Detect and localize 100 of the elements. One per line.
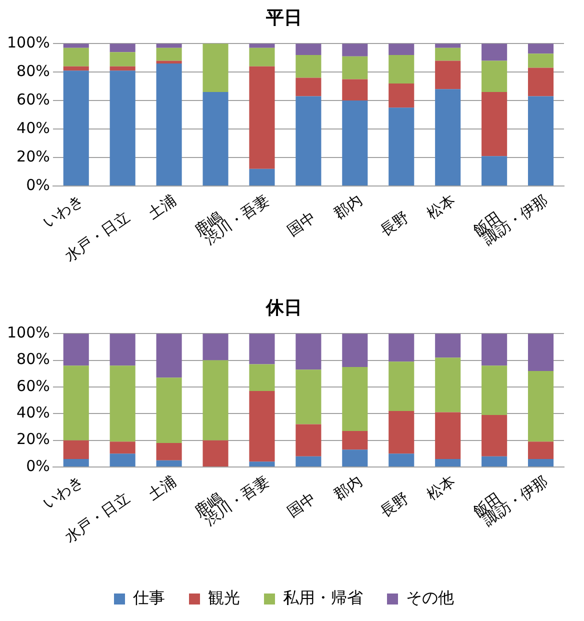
y-tick-label: 80%: [16, 350, 50, 368]
bar: [528, 54, 554, 68]
bar: [388, 83, 414, 108]
bar: [342, 334, 368, 367]
bar: [528, 458, 554, 466]
bar: [249, 390, 275, 462]
bar: [388, 454, 414, 466]
bar: [482, 414, 508, 456]
bar: [435, 358, 461, 412]
bar: [528, 68, 554, 96]
x-tick-label: 土浦: [144, 190, 180, 223]
bar: [110, 454, 136, 466]
chart-title: 休日: [265, 297, 302, 318]
bar: [110, 44, 136, 52]
bar: [63, 366, 89, 440]
legend-label: 仕事: [132, 588, 165, 608]
bar: [296, 44, 322, 55]
y-tick-label: 80%: [16, 62, 50, 80]
bar: [202, 334, 228, 360]
bar: [435, 44, 461, 48]
bar: [249, 364, 275, 391]
y-tick-label: 100%: [6, 323, 50, 342]
bar: [296, 96, 322, 186]
bar: [388, 362, 414, 411]
bar: [388, 108, 414, 186]
bar: [63, 334, 89, 366]
bar: [249, 168, 275, 186]
x-tick-label: 松本: [423, 472, 458, 504]
bar: [482, 44, 508, 61]
bar: [342, 56, 368, 80]
bar: [296, 334, 322, 370]
y-tick-label: 20%: [16, 147, 50, 166]
bar: [249, 334, 275, 364]
bar: [202, 440, 228, 466]
legend-label: 私用・帰省: [283, 588, 363, 608]
bar: [435, 458, 461, 466]
bar: [202, 360, 228, 440]
bar: [528, 442, 554, 459]
bar: [482, 92, 508, 156]
bar: [296, 370, 322, 424]
bar: [110, 52, 136, 66]
bar: [528, 370, 554, 442]
bar: [342, 430, 368, 450]
bar: [63, 70, 89, 186]
bar: [342, 366, 368, 431]
x-tick-label: 国中: [284, 208, 319, 240]
bar: [110, 334, 136, 366]
bar: [202, 92, 228, 186]
bar: [63, 48, 89, 66]
bar: [249, 462, 275, 466]
bar: [528, 334, 554, 371]
bar: [110, 66, 136, 71]
bar: [110, 366, 136, 442]
bar: [388, 410, 414, 454]
bar: [528, 44, 554, 54]
bar: [110, 442, 136, 454]
bar: [249, 66, 275, 169]
bar: [156, 44, 182, 48]
bar: [63, 458, 89, 466]
x-tick-label: 土浦: [144, 472, 180, 504]
bar: [388, 44, 414, 55]
bar: [63, 440, 89, 459]
y-tick-label: 60%: [16, 90, 50, 108]
bar: [296, 54, 322, 78]
x-tick-label: 郡内: [330, 472, 366, 504]
bar: [156, 48, 182, 61]
bar: [435, 334, 461, 358]
bar: [156, 60, 182, 64]
bar: [342, 44, 368, 56]
bar: [342, 100, 368, 186]
bar: [110, 70, 136, 186]
bar: [156, 442, 182, 460]
x-tick-label: 長野: [377, 488, 412, 521]
bar: [482, 366, 508, 415]
legend-label: 観光: [208, 588, 240, 608]
bar: [342, 79, 368, 101]
y-tick-label: 100%: [6, 33, 50, 52]
bar: [388, 54, 414, 84]
x-tick-label: 長野: [377, 208, 412, 240]
bar: [482, 456, 508, 466]
bar: [482, 156, 508, 186]
bar: [156, 378, 182, 443]
bar: [435, 48, 461, 61]
bar: [296, 456, 322, 466]
bar: [296, 78, 322, 96]
bar: [482, 60, 508, 92]
bar: [202, 44, 228, 92]
bar: [435, 60, 461, 90]
bar: [435, 89, 461, 186]
y-tick-label: 40%: [16, 404, 50, 422]
bar: [482, 334, 508, 366]
bar: [156, 460, 182, 466]
bar: [528, 96, 554, 186]
x-tick-label: 松本: [423, 190, 458, 223]
bar: [156, 64, 182, 186]
bar: [63, 44, 89, 48]
bar: [156, 334, 182, 378]
bar: [342, 450, 368, 466]
bar: [388, 334, 414, 362]
chart-title: 平日: [265, 7, 302, 28]
